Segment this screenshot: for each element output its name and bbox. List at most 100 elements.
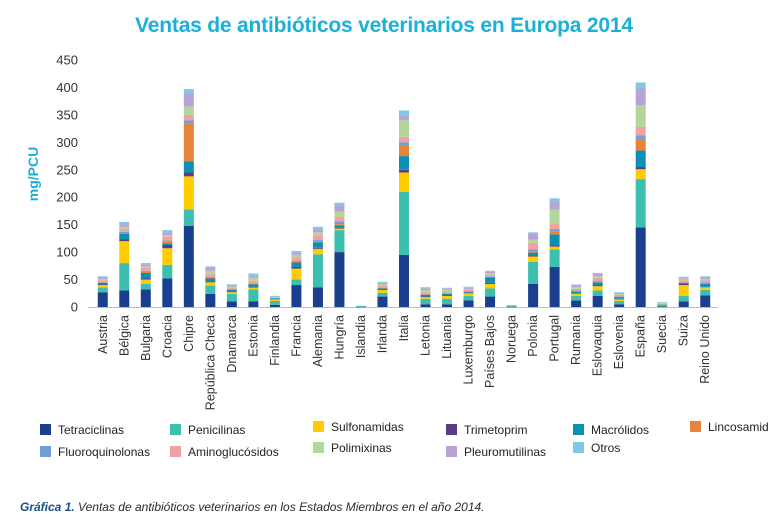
bar-segment [205, 282, 216, 286]
bar-segment [571, 287, 582, 289]
bar-segment [592, 281, 603, 283]
bar-segment [399, 191, 409, 255]
bar-segment [571, 291, 582, 294]
bar-segment [183, 120, 194, 124]
bar-segment [205, 281, 216, 283]
bar-segment [226, 292, 237, 294]
bar-segment [549, 229, 560, 232]
bar-segment [657, 304, 668, 307]
bar-segment [614, 296, 625, 298]
y-tick-label: 150 [56, 217, 78, 232]
bar-segment [635, 105, 646, 127]
bar-segment [571, 296, 582, 301]
bar-segment [119, 290, 130, 307]
bar-segment [528, 234, 539, 240]
bar-segment [700, 286, 711, 288]
bar-segment [183, 225, 194, 307]
bar-segment [205, 276, 216, 278]
bar-segment [528, 283, 539, 307]
bar-segment [635, 227, 646, 307]
bar-segment [463, 287, 474, 289]
bar-segment [571, 293, 582, 297]
bar-segment [162, 248, 173, 265]
bar-segment [377, 285, 388, 288]
bar-segment [399, 120, 409, 137]
bar-segment [226, 284, 237, 285]
x-tick-label: Países Bajos [483, 315, 497, 388]
bar-segment [399, 110, 409, 116]
bar-segment [334, 225, 345, 228]
bar-segment [678, 280, 689, 282]
bar-segment [635, 139, 646, 151]
bar-segment [269, 296, 280, 298]
bar-segment [700, 283, 711, 287]
x-tick-label: España [634, 315, 648, 357]
x-tick-label: Polonia [526, 315, 540, 357]
bar-segment [162, 244, 173, 249]
x-tick-label: Chipre [182, 315, 196, 352]
bar-segment [485, 274, 496, 277]
bar-segment [635, 135, 646, 140]
bar-segment [140, 272, 151, 279]
bar-segment [162, 232, 173, 236]
bar-segment [614, 304, 625, 307]
bar-segment [485, 296, 496, 307]
bar-segment [420, 294, 431, 295]
bar-segment [248, 277, 259, 281]
bar-segment [377, 296, 388, 307]
bar-segment [97, 282, 108, 285]
bar-segment [377, 289, 388, 293]
bar-segment [205, 268, 216, 271]
bar-segment [399, 169, 409, 173]
bar-segment [420, 289, 431, 293]
bar-segment [442, 288, 453, 290]
bar-segment [119, 233, 130, 234]
bar-segment [140, 264, 151, 267]
bar-segment [97, 279, 108, 281]
x-tick-label: Hungría [332, 315, 346, 360]
x-tick-label: Letonia [419, 315, 433, 356]
bar-segment [97, 277, 108, 280]
bar-segment [528, 242, 539, 250]
bars [97, 82, 711, 308]
bar-segment [420, 298, 431, 305]
bar-segment [248, 283, 259, 285]
bar-segment [162, 278, 173, 307]
bar-segment [312, 240, 323, 242]
bar-segment [614, 298, 625, 300]
bar-segment [248, 273, 259, 276]
bar-segment [528, 261, 539, 284]
bar-segment [334, 228, 345, 231]
bar-segment [635, 88, 646, 106]
bar-segment [377, 289, 388, 290]
bar-segment [614, 292, 625, 293]
x-tick-label: Eslovenia [612, 315, 626, 369]
bar-segment [463, 291, 474, 293]
bar-segment [592, 280, 603, 282]
bar-segment [119, 229, 130, 232]
bar-segment [678, 282, 689, 284]
bar-segment [355, 305, 366, 307]
bar-segment [183, 123, 194, 162]
bar-segment [442, 293, 453, 294]
bar-segment [183, 161, 194, 173]
y-tick-label: 50 [64, 272, 78, 287]
y-tick-label: 250 [56, 162, 78, 177]
bar-segment [140, 263, 151, 265]
bar-segment [269, 299, 280, 301]
bar-segment [312, 247, 323, 249]
bar-segment [442, 287, 453, 289]
y-tick-label: 350 [56, 107, 78, 122]
bar-segment [377, 287, 388, 288]
bar-segment [442, 298, 453, 305]
bar-segment [399, 254, 409, 307]
x-tick-label: Reino Unido [698, 315, 712, 384]
bar-segment [291, 268, 302, 280]
bar-segment [355, 306, 366, 308]
bar-segment [571, 290, 582, 292]
bar-segment [248, 289, 259, 302]
bar-segment [312, 254, 323, 288]
bar-segment [97, 292, 108, 307]
bar-segment [549, 245, 560, 247]
bar-segment [442, 295, 453, 297]
